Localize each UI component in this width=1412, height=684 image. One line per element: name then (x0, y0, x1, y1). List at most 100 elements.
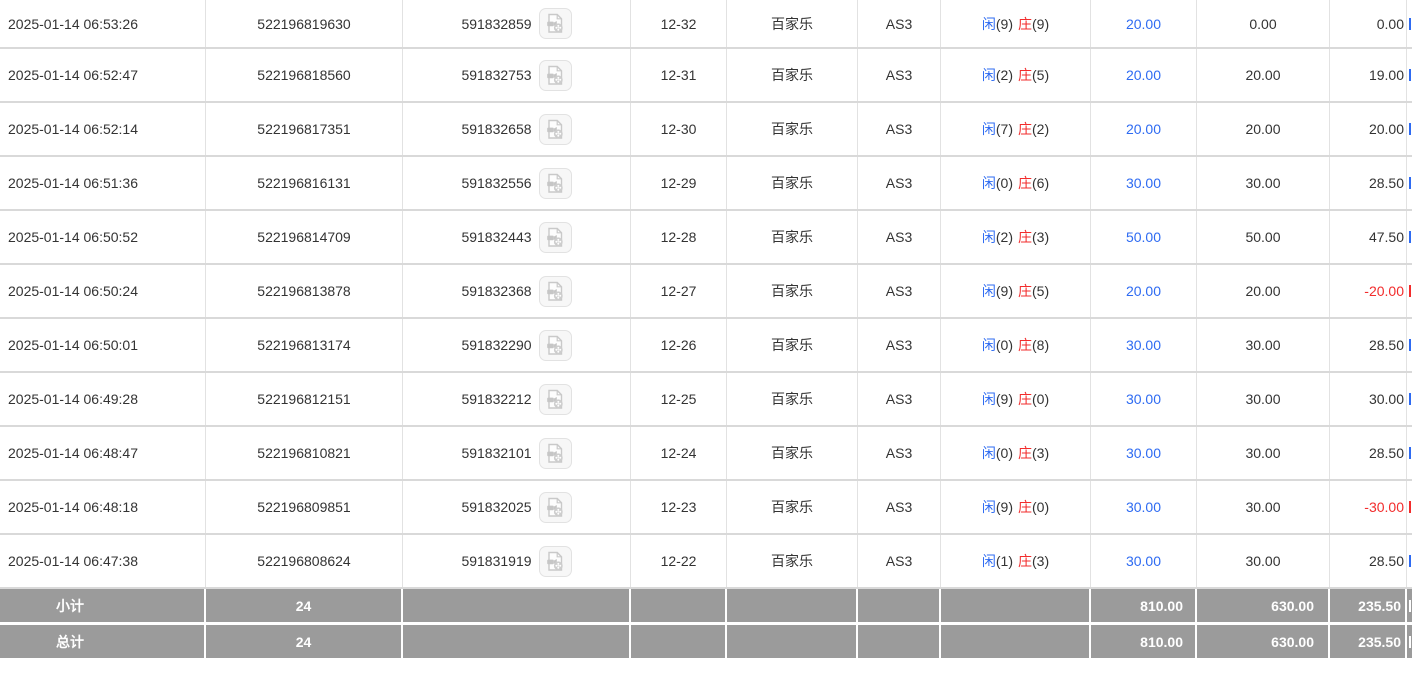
player-label: 闲 (981, 391, 996, 407)
summary-empty-cell (941, 589, 1091, 625)
video-replay-button[interactable] (538, 221, 572, 253)
bet-amount[interactable]: 20.00 (1091, 0, 1197, 47)
round-id: 591832556 (461, 175, 532, 191)
game-result: 闲 (7) 庄 (2) (941, 103, 1091, 155)
clipped-next-column (1407, 625, 1412, 661)
win-loss: 28.50 (1330, 535, 1407, 587)
bet-amount[interactable]: 30.00 (1091, 319, 1197, 371)
summary-empty-cell (727, 589, 858, 625)
summary-empty-cell (941, 625, 1091, 661)
game-name: 百家乐 (727, 103, 858, 155)
summary-empty-cell (403, 625, 631, 661)
banker-points: (5) (1032, 283, 1050, 299)
bet-amount[interactable]: 50.00 (1091, 211, 1197, 263)
clipped-text-fragment (1409, 123, 1411, 135)
round-id-cell: 591832658 (403, 103, 631, 155)
summary-win-total: 235.50 (1330, 625, 1407, 661)
clipped-next-column (1407, 103, 1412, 155)
video-replay-button[interactable] (538, 59, 572, 91)
win-loss: 19.00 (1330, 49, 1407, 101)
bet-amount[interactable]: 30.00 (1091, 427, 1197, 479)
video-replay-button[interactable] (538, 8, 572, 39)
summary-label: 总计 (0, 625, 206, 661)
win-loss: -30.00 (1330, 481, 1407, 533)
bet-amount[interactable]: 30.00 (1091, 373, 1197, 425)
summary-count: 24 (206, 625, 403, 661)
clipped-text-fragment (1409, 339, 1411, 351)
banker-label: 庄 (1018, 15, 1032, 32)
player-label: 闲 (981, 121, 996, 137)
table-row: 2025-01-14 06:47:38 522196808624 5918319… (0, 535, 1412, 589)
round-id-cell: 591832025 (403, 481, 631, 533)
bet-amount[interactable]: 20.00 (1091, 49, 1197, 101)
banker-label: 庄 (1018, 229, 1032, 245)
bet-id: 522196809851 (206, 481, 403, 533)
summary-row: 总计 24 810.00 630.00 235.50 (0, 625, 1412, 661)
player-points: (2) (995, 67, 1013, 83)
bet-amount[interactable]: 30.00 (1091, 157, 1197, 209)
table-row: 2025-01-14 06:51:36 522196816131 5918325… (0, 157, 1412, 211)
table-name: AS3 (858, 0, 941, 47)
video-replay-button[interactable] (538, 437, 572, 469)
bet-id: 522196813878 (206, 265, 403, 317)
video-replay-button[interactable] (538, 545, 572, 577)
table-name: AS3 (858, 373, 941, 425)
bet-time: 2025-01-14 06:50:01 (0, 319, 206, 371)
round-id: 591831919 (461, 553, 532, 569)
video-file-icon (547, 173, 563, 193)
table-name: AS3 (858, 535, 941, 587)
banker-label: 庄 (1018, 553, 1032, 569)
banker-points: (0) (1032, 499, 1050, 515)
banker-label: 庄 (1018, 499, 1032, 515)
bet-amount[interactable]: 30.00 (1091, 481, 1197, 533)
video-replay-button[interactable] (538, 329, 572, 361)
player-label: 闲 (981, 553, 996, 569)
bet-id: 522196812151 (206, 373, 403, 425)
player-label: 闲 (981, 15, 996, 32)
game-result: 闲 (0) 庄 (3) (941, 427, 1091, 479)
bet-amount[interactable]: 30.00 (1091, 535, 1197, 587)
video-replay-button[interactable] (538, 491, 572, 523)
player-label: 闲 (981, 229, 996, 245)
player-points: (0) (995, 175, 1013, 191)
round-number: 12-26 (631, 319, 727, 371)
video-file-icon (547, 281, 563, 301)
video-replay-button[interactable] (538, 113, 572, 145)
player-label: 闲 (981, 67, 996, 83)
bet-amount[interactable]: 20.00 (1091, 103, 1197, 155)
game-result: 闲 (9) 庄 (0) (941, 373, 1091, 425)
round-id: 591832368 (461, 283, 532, 299)
valid-amount: 30.00 (1197, 157, 1330, 209)
bet-amount[interactable]: 20.00 (1091, 265, 1197, 317)
clipped-next-column (1407, 0, 1412, 47)
game-name: 百家乐 (727, 265, 858, 317)
video-replay-button[interactable] (538, 383, 572, 415)
bet-id: 522196818560 (206, 49, 403, 101)
video-replay-button[interactable] (538, 167, 572, 199)
clipped-next-column (1407, 589, 1412, 625)
table-row: 2025-01-14 06:50:52 522196814709 5918324… (0, 211, 1412, 265)
bet-time: 2025-01-14 06:49:28 (0, 373, 206, 425)
table-name: AS3 (858, 481, 941, 533)
table-row: 2025-01-14 06:52:14 522196817351 5918326… (0, 103, 1412, 157)
summary-empty-cell (858, 589, 941, 625)
summary-count: 24 (206, 589, 403, 625)
round-number: 12-29 (631, 157, 727, 209)
banker-points: (3) (1032, 229, 1050, 245)
bet-time: 2025-01-14 06:50:24 (0, 265, 206, 317)
summary-row: 小计 24 810.00 630.00 235.50 (0, 589, 1412, 625)
round-id-cell: 591832101 (403, 427, 631, 479)
game-result: 闲 (1) 庄 (3) (941, 535, 1091, 587)
banker-label: 庄 (1018, 67, 1032, 83)
round-id-cell: 591832556 (403, 157, 631, 209)
clipped-text-fragment (1409, 599, 1411, 612)
table-row: 2025-01-14 06:53:26 522196819630 5918328… (0, 0, 1412, 49)
clipped-next-column (1407, 265, 1412, 317)
round-id-cell: 591832290 (403, 319, 631, 371)
game-name: 百家乐 (727, 427, 858, 479)
video-replay-button[interactable] (538, 275, 572, 307)
round-id-cell: 591832368 (403, 265, 631, 317)
bet-id: 522196814709 (206, 211, 403, 263)
game-result: 闲 (9) 庄 (0) (941, 481, 1091, 533)
win-loss: 28.50 (1330, 427, 1407, 479)
